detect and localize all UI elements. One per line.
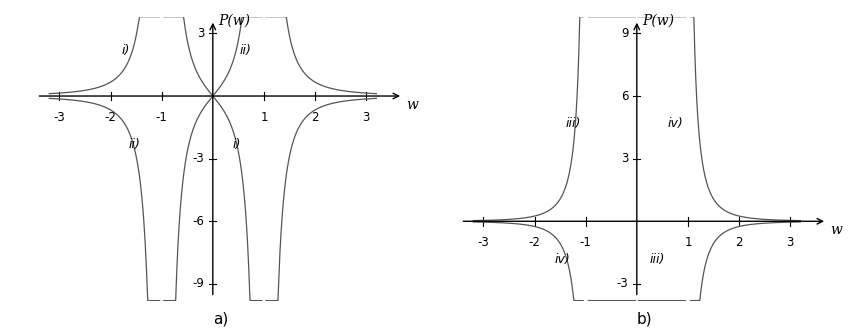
- Text: i): i): [122, 44, 131, 57]
- Text: -3: -3: [192, 152, 204, 165]
- Text: -3: -3: [477, 236, 489, 249]
- Text: 3: 3: [621, 152, 628, 165]
- Text: 3: 3: [786, 236, 794, 249]
- Text: P(w): P(w): [219, 14, 250, 28]
- Text: -3: -3: [616, 278, 628, 290]
- Text: -6: -6: [192, 215, 204, 228]
- Text: ii): ii): [129, 138, 141, 151]
- Text: iv): iv): [555, 253, 571, 266]
- Text: iv): iv): [667, 117, 683, 130]
- Text: 3: 3: [197, 27, 204, 40]
- Text: -1: -1: [580, 236, 592, 249]
- Text: 6: 6: [621, 90, 628, 103]
- Text: b): b): [637, 311, 652, 326]
- Text: -9: -9: [192, 278, 204, 290]
- Text: a): a): [213, 311, 228, 326]
- Text: i): i): [232, 138, 241, 151]
- Text: 2: 2: [311, 111, 319, 124]
- Text: 2: 2: [735, 236, 743, 249]
- Text: 1: 1: [260, 111, 268, 124]
- Text: -2: -2: [528, 236, 540, 249]
- Text: ii): ii): [239, 44, 251, 57]
- Text: iii): iii): [650, 253, 665, 266]
- Text: -3: -3: [53, 111, 65, 124]
- Text: w: w: [830, 223, 842, 237]
- Text: 1: 1: [684, 236, 692, 249]
- Text: iii): iii): [566, 117, 581, 130]
- Text: -1: -1: [156, 111, 168, 124]
- Text: 9: 9: [621, 27, 628, 40]
- Text: 3: 3: [362, 111, 370, 124]
- Text: -2: -2: [104, 111, 116, 124]
- Text: P(w): P(w): [643, 14, 674, 28]
- Text: w: w: [406, 98, 418, 112]
